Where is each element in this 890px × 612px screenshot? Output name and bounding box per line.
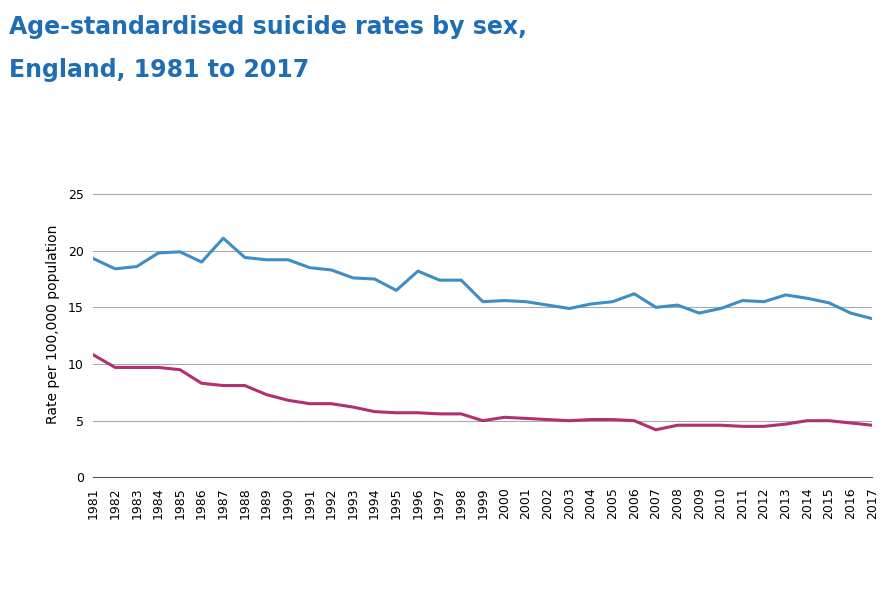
Women bbox=[867, 422, 878, 429]
Women bbox=[153, 364, 164, 371]
Men bbox=[629, 290, 640, 297]
Men bbox=[369, 275, 380, 283]
Men bbox=[391, 286, 401, 294]
Text: Age-standardised suicide rates by sex,: Age-standardised suicide rates by sex, bbox=[9, 15, 527, 39]
Women bbox=[283, 397, 294, 404]
Women bbox=[456, 410, 466, 417]
Men bbox=[607, 298, 618, 305]
Men bbox=[542, 302, 553, 309]
Men bbox=[109, 265, 120, 272]
Women bbox=[542, 416, 553, 424]
Men bbox=[694, 309, 705, 316]
Women bbox=[88, 351, 99, 359]
Women bbox=[716, 422, 726, 429]
Men bbox=[564, 305, 575, 312]
Women bbox=[802, 417, 813, 424]
Men bbox=[499, 297, 510, 304]
Men bbox=[218, 234, 229, 242]
Men bbox=[348, 274, 359, 282]
Women bbox=[326, 400, 336, 408]
Women bbox=[109, 364, 120, 371]
Men bbox=[304, 264, 315, 271]
Men bbox=[261, 256, 271, 263]
Women bbox=[477, 417, 488, 424]
Men bbox=[846, 309, 856, 316]
Y-axis label: Rate per 100,000 population: Rate per 100,000 population bbox=[45, 225, 60, 424]
Men bbox=[88, 255, 99, 263]
Men bbox=[413, 267, 424, 275]
Women bbox=[369, 408, 380, 416]
Women bbox=[521, 415, 531, 422]
Women bbox=[607, 416, 618, 424]
Women bbox=[348, 403, 359, 411]
Women bbox=[758, 423, 769, 430]
Women bbox=[391, 409, 401, 416]
Women bbox=[499, 414, 510, 421]
Women bbox=[629, 417, 640, 424]
Line: Women: Women bbox=[93, 355, 872, 430]
Men bbox=[867, 315, 878, 323]
Women bbox=[781, 420, 791, 428]
Women bbox=[261, 391, 271, 398]
Women bbox=[651, 426, 661, 433]
Men bbox=[586, 300, 596, 308]
Men bbox=[174, 248, 185, 255]
Men bbox=[326, 266, 336, 274]
Line: Men: Men bbox=[93, 238, 872, 319]
Men bbox=[737, 297, 748, 304]
Men bbox=[434, 277, 445, 284]
Women bbox=[218, 382, 229, 389]
Women bbox=[737, 423, 748, 430]
Women bbox=[197, 379, 207, 387]
Men bbox=[132, 263, 142, 271]
Women bbox=[564, 417, 575, 424]
Women bbox=[174, 366, 185, 373]
Men bbox=[477, 298, 488, 305]
Text: England, 1981 to 2017: England, 1981 to 2017 bbox=[9, 58, 309, 82]
Men bbox=[758, 298, 769, 305]
Women bbox=[694, 422, 705, 429]
Men bbox=[672, 302, 683, 309]
Women bbox=[304, 400, 315, 408]
Men bbox=[197, 258, 207, 266]
Women bbox=[434, 410, 445, 417]
Men bbox=[153, 249, 164, 256]
Women bbox=[239, 382, 250, 389]
Men bbox=[781, 291, 791, 299]
Men bbox=[716, 305, 726, 312]
Women bbox=[672, 422, 683, 429]
Men bbox=[521, 298, 531, 305]
Men bbox=[283, 256, 294, 263]
Women bbox=[846, 419, 856, 427]
Men bbox=[239, 254, 250, 261]
Women bbox=[413, 409, 424, 416]
Women bbox=[823, 417, 834, 424]
Women bbox=[132, 364, 142, 371]
Men bbox=[456, 277, 466, 284]
Men bbox=[823, 299, 834, 307]
Men bbox=[651, 304, 661, 311]
Men bbox=[802, 294, 813, 302]
Women bbox=[586, 416, 596, 424]
